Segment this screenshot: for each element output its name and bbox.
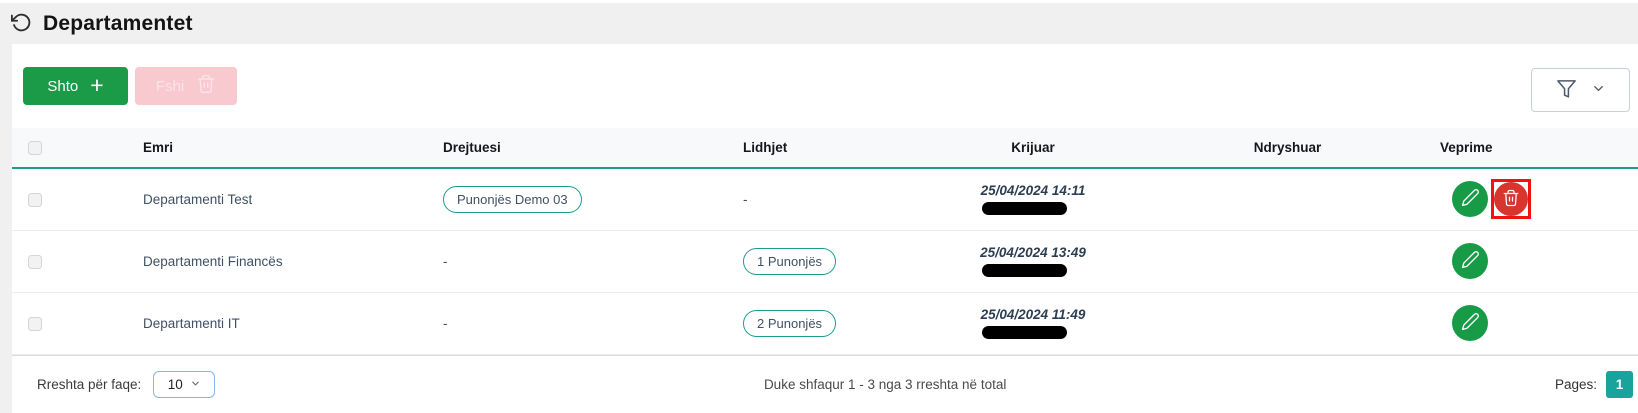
- edit-button[interactable]: [1452, 243, 1488, 279]
- departments-table: Emri Drejtuesi Lidhjet Krijuar Ndryshuar…: [12, 128, 1638, 355]
- content-card: Shto + Fshi: [12, 44, 1638, 413]
- back-button[interactable]: [9, 12, 33, 36]
- redacted-author-bar: [981, 202, 1067, 216]
- created-date: 25/04/2024 13:49: [980, 245, 1086, 260]
- edit-button[interactable]: [1452, 181, 1488, 218]
- cell-krijuar: 25/04/2024 13:49: [931, 230, 1135, 292]
- rows-per-page-select[interactable]: 10: [153, 371, 216, 398]
- delete-highlight-box: [1491, 179, 1531, 220]
- redacted-author-bar: [981, 264, 1067, 277]
- cell-ndryshuar: [1135, 230, 1440, 292]
- add-button[interactable]: Shto +: [23, 67, 128, 105]
- cell-drejtuesi: -: [443, 315, 448, 331]
- cell-emri: Departamenti Test: [143, 191, 253, 207]
- cell-krijuar: 25/04/2024 14:11: [931, 168, 1135, 230]
- column-header-emri[interactable]: Emri: [143, 140, 174, 155]
- results-summary: Duke shfaqur 1 - 3 nga 3 rreshta në tota…: [763, 377, 1007, 392]
- toolbar: Shto + Fshi: [12, 44, 1638, 128]
- table-row: Departamenti Test Punonjës Demo 03 - 25/…: [12, 168, 1638, 230]
- row-checkbox[interactable]: [28, 254, 42, 269]
- funnel-icon: [1555, 77, 1578, 103]
- pagination: Pages: 1: [1555, 371, 1633, 398]
- trash-icon: [196, 74, 216, 98]
- column-header-veprime: Veprime: [1440, 140, 1493, 155]
- table-row: Departamenti Financës - 1 Punonjës 25/04…: [12, 230, 1638, 292]
- back-arrow-icon: [10, 12, 32, 36]
- chevron-down-icon: [1591, 81, 1606, 99]
- rows-per-page-value: 10: [167, 377, 183, 392]
- pencil-icon: [1461, 312, 1480, 334]
- drejtuesi-badge: Punonjës Demo 03: [443, 185, 582, 213]
- column-header-lidhjet[interactable]: Lidhjet: [743, 140, 788, 155]
- rows-per-page-label: Rreshta për faqe:: [37, 377, 142, 392]
- delete-row-button[interactable]: [1494, 182, 1528, 217]
- pencil-icon: [1461, 188, 1480, 210]
- cell-emri: Departamenti Financës: [143, 253, 283, 269]
- created-date: 25/04/2024 14:11: [980, 183, 1086, 199]
- row-checkbox[interactable]: [28, 192, 42, 207]
- add-button-label: Shto: [47, 77, 79, 95]
- table-header: Emri Drejtuesi Lidhjet Krijuar Ndryshuar…: [12, 128, 1638, 168]
- cell-krijuar: 25/04/2024 11:49: [931, 292, 1135, 354]
- cell-emri: Departamenti IT: [143, 315, 240, 331]
- cell-drejtuesi: -: [443, 253, 448, 269]
- trash-icon: [1502, 189, 1520, 210]
- pages-label: Pages:: [1554, 377, 1597, 392]
- delete-button-label: Fshi: [155, 77, 185, 95]
- top-strip: [0, 0, 1638, 3]
- created-date: 25/04/2024 11:49: [980, 307, 1086, 322]
- pencil-icon: [1461, 250, 1480, 272]
- edit-button[interactable]: [1452, 305, 1488, 341]
- chevron-down-icon: [190, 377, 201, 392]
- page-1-button[interactable]: 1: [1606, 371, 1633, 398]
- delete-button-disabled[interactable]: Fshi: [135, 67, 237, 105]
- column-header-drejtuesi[interactable]: Drejtuesi: [443, 140, 501, 155]
- lidhjet-badge: 2 Punonjës: [743, 309, 837, 337]
- table-row: Departamenti IT - 2 Punonjës 25/04/2024 …: [12, 292, 1638, 354]
- column-header-ndryshuar[interactable]: Ndryshuar: [1253, 140, 1322, 155]
- row-checkbox[interactable]: [28, 316, 42, 331]
- cell-lidhjet: -: [743, 191, 748, 207]
- table-footer: Rreshta për faqe: 10 Duke shfaqur 1 - 3 …: [12, 354, 1638, 413]
- redacted-author-bar: [981, 326, 1067, 339]
- lidhjet-badge: 1 Punonjës: [743, 247, 837, 275]
- column-header-krijuar[interactable]: Krijuar: [1011, 140, 1055, 155]
- plus-icon: +: [90, 71, 104, 98]
- cell-ndryshuar: [1135, 168, 1440, 230]
- filter-dropdown-button[interactable]: [1531, 68, 1630, 112]
- page-header: Departamentet: [0, 3, 1638, 44]
- page-title: Departamentet: [43, 11, 193, 35]
- cell-ndryshuar: [1135, 292, 1440, 354]
- select-all-checkbox[interactable]: [28, 141, 42, 156]
